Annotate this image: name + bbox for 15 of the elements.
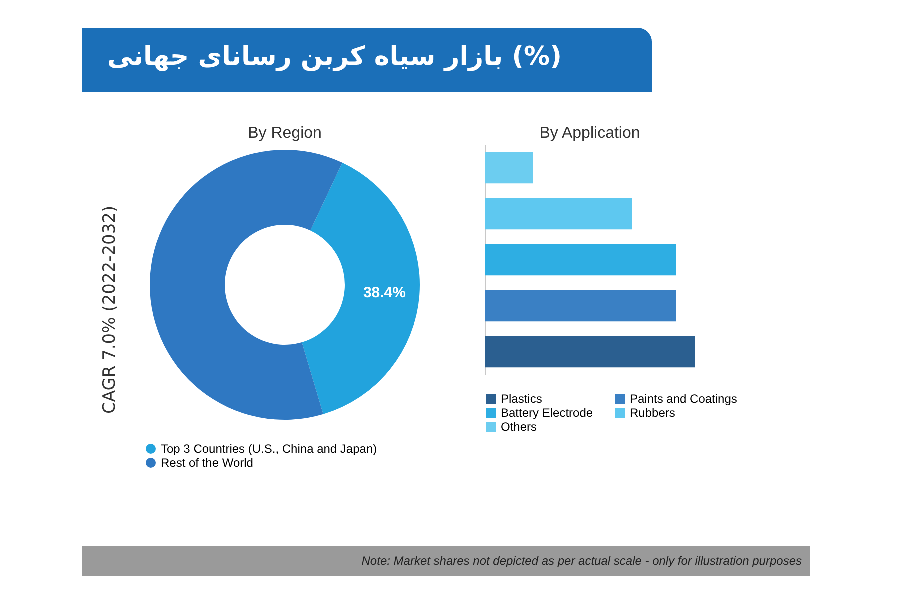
text: CAGR 7.0% (2022-2032) [100, 204, 120, 416]
legend-label: Rest of the World [161, 456, 254, 470]
legend-label: Others [501, 420, 538, 434]
legend-label: Plastics [501, 392, 542, 406]
text: Note: Market shares not depicted as per actual scale - only for illustration purposes [82, 546, 810, 576]
data-label: 38.4% [363, 284, 406, 302]
chart-title: (%) بازار سیاه کربن رسانای جهانی [82, 28, 652, 92]
legend-label: Battery Electrode [501, 406, 594, 420]
donut-slice [302, 162, 420, 414]
donut-slice [150, 150, 342, 420]
legend-label: Paints and Coatings [630, 392, 738, 406]
chart-subtitle: By Region [248, 125, 322, 142]
legend-label: Rubbers [630, 406, 676, 420]
chart-title: By Application [540, 125, 640, 142]
legend-label: Top 3 Countries (U.S., China and Japan) [161, 442, 378, 456]
